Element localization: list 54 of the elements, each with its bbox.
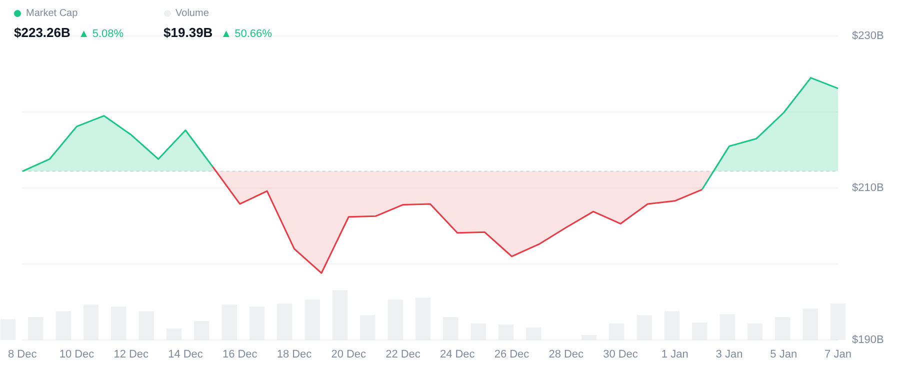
x-tick-label: 20 Dec (331, 348, 367, 361)
bar (636, 315, 652, 340)
annotation: $19.39B (164, 25, 213, 40)
bar (194, 321, 210, 340)
bar (470, 324, 486, 340)
bar (249, 306, 265, 340)
x-tick-label: 24 Dec (440, 348, 476, 361)
bar (775, 317, 790, 340)
x-tick-label: 30 Dec (603, 348, 638, 361)
bar (664, 311, 680, 340)
annotation: ▲ 5.08% (78, 28, 124, 40)
x-tick-label: 22 Dec (386, 348, 421, 361)
x-tick-label: 26 Dec (494, 348, 530, 361)
x-tick-label: 28 Dec (548, 348, 584, 361)
bar (83, 304, 99, 340)
x-tick-label: 7 Jan (824, 348, 852, 361)
y-tick-label: $210B (852, 182, 884, 194)
bar (692, 322, 708, 340)
x-tick-label: 16 Dec (222, 348, 258, 361)
bar (304, 300, 320, 340)
bar (360, 315, 376, 340)
bar (526, 328, 542, 340)
x-tick-label: 10 Dec (59, 348, 95, 361)
bar (28, 317, 44, 340)
bar (222, 304, 237, 340)
bar (415, 298, 431, 340)
bar (720, 314, 735, 340)
x-tick-label: 18 Dec (276, 348, 312, 361)
bar (277, 304, 292, 340)
x-tick-label: 8 Dec (8, 348, 38, 361)
bar (443, 317, 458, 340)
bar (581, 335, 597, 340)
bar (498, 324, 514, 340)
legend-label: Market Cap (26, 8, 78, 19)
annotation: ▲ 50.66% (220, 28, 272, 40)
annotation: $223.26B (14, 25, 70, 40)
bar (138, 311, 154, 340)
bar (332, 290, 348, 340)
bar (111, 306, 126, 340)
bar (747, 324, 763, 340)
x-tick-label: 14 Dec (168, 348, 204, 361)
bar (388, 300, 403, 340)
bar (802, 308, 818, 340)
x-tick-label: 1 Jan (661, 348, 688, 361)
bar (830, 304, 846, 340)
x-tick-label: 5 Jan (770, 348, 798, 361)
bar (166, 328, 182, 340)
y-tick-label: $190B (852, 334, 884, 346)
x-tick-label: 3 Jan (716, 348, 743, 361)
bar (609, 324, 624, 340)
y-tick-label: $230B (852, 30, 884, 42)
legend-label: Volume (176, 8, 209, 19)
x-tick-label: 12 Dec (114, 348, 150, 361)
bar (56, 311, 71, 340)
